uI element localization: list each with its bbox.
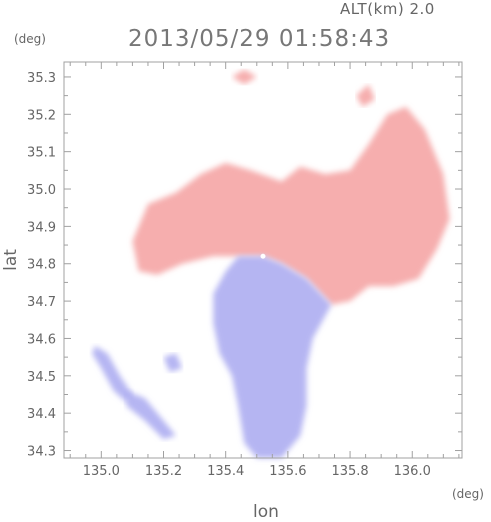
x-tick-label: 135.8	[331, 464, 368, 479]
y-tick-label: 34.4	[27, 407, 56, 422]
y-tick-label: 34.9	[27, 220, 56, 235]
receding-echo-region-0	[132, 106, 450, 305]
y-tick-label: 34.8	[27, 258, 56, 273]
x-axis-label: lon	[253, 502, 279, 522]
plot-frame	[63, 61, 463, 459]
y-ticks: 34.3 34.4 34.5 34.6 34.7 34.8 34.9 35.0 35.1 35.2…	[27, 71, 462, 460]
approaching-echo-region-5	[126, 390, 176, 440]
y-tick-label: 34.3	[27, 445, 56, 460]
approaching-echo-region-6	[163, 353, 183, 373]
y-axis-label: lat	[1, 249, 21, 271]
y-tick-label: 35.2	[27, 108, 56, 123]
x-tick-label: 136.0	[394, 464, 431, 479]
approaching-echo-region-4	[92, 345, 133, 402]
x-tick-label: 135.0	[83, 464, 120, 479]
radar-site-marker	[260, 253, 266, 259]
altitude-label: ALT(km) 2.0	[340, 0, 435, 18]
approaching-echo-region-3	[213, 256, 332, 458]
plot-border	[63, 61, 463, 459]
velocity-field	[92, 69, 450, 458]
receding-echo-region-1	[231, 69, 257, 85]
y-tick-label: 34.7	[27, 295, 56, 310]
x-tick-label: 135.2	[145, 464, 182, 479]
timestamp-title: 2013/05/29 01:58:43	[128, 26, 391, 52]
y-tick-label: 34.6	[27, 332, 56, 347]
x-ticks: 135.0 135.2 135.4 135.6 135.8 136.0	[69, 62, 460, 479]
y-tick-label: 35.0	[27, 183, 56, 198]
y-tick-label: 35.3	[27, 71, 56, 86]
receding-echo-region-2	[356, 84, 375, 107]
x-tick-label: 135.4	[207, 464, 244, 479]
x-unit-label: (deg)	[452, 487, 484, 501]
x-tick-label: 135.6	[269, 464, 306, 479]
y-tick-label: 34.5	[27, 370, 56, 385]
y-unit-label: (deg)	[14, 32, 46, 46]
y-tick-label: 35.1	[27, 146, 56, 161]
